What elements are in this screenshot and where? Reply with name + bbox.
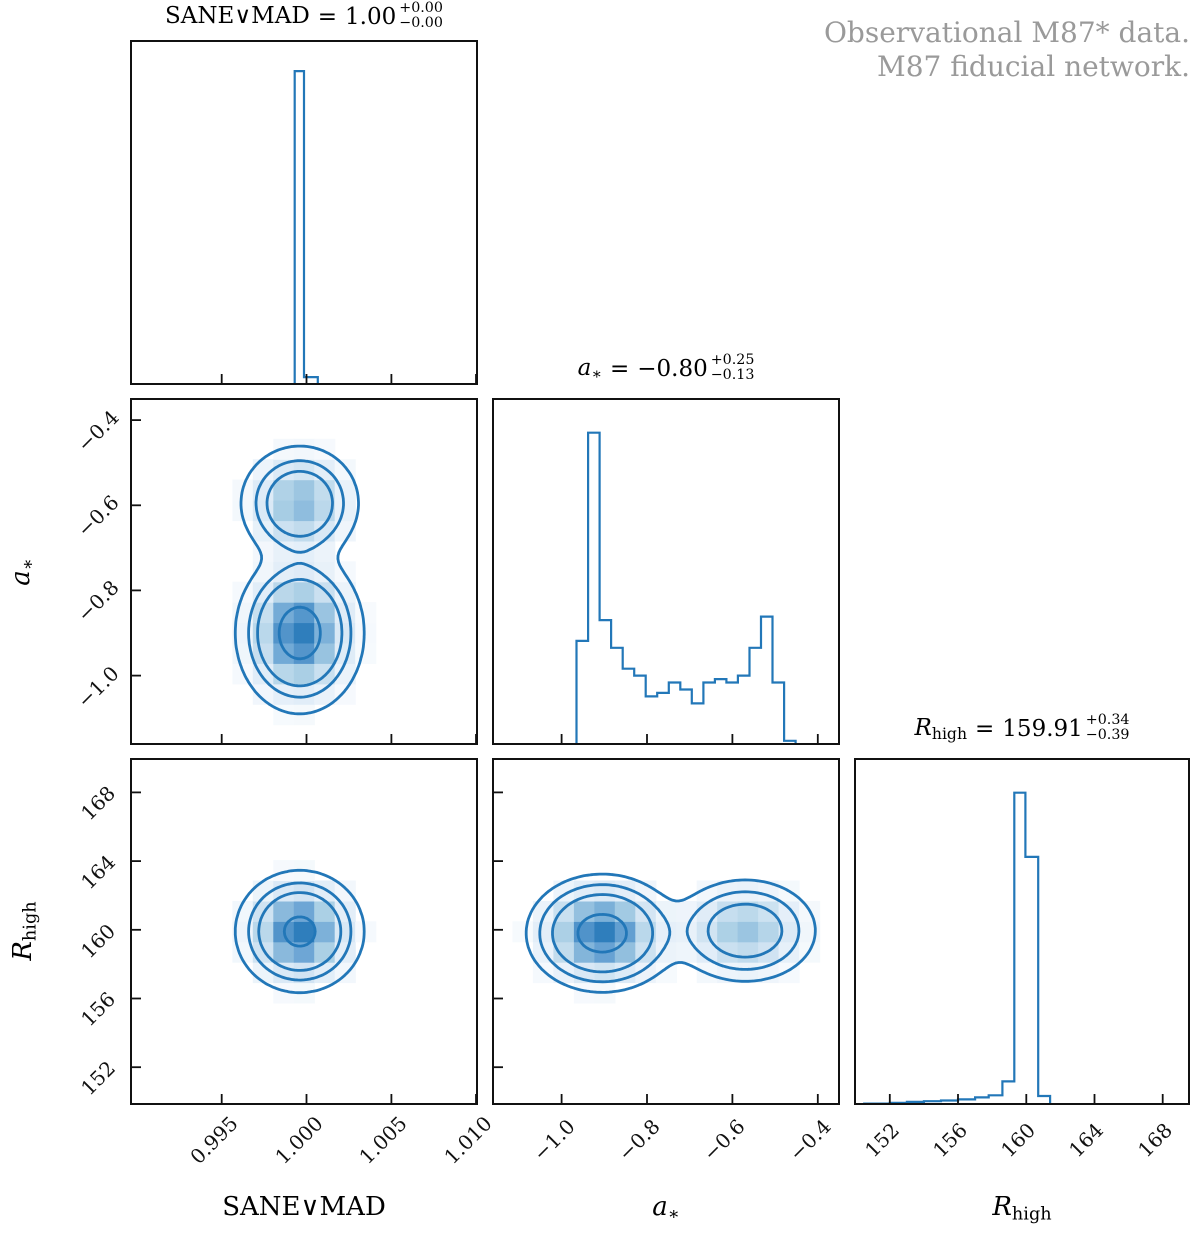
panel-sanevmad-rhigh-density (130, 758, 478, 1105)
title-sanevmad-value: 1.00 (345, 4, 397, 31)
title-rhigh-value: 159.91 (1002, 716, 1083, 743)
tick-label: −1.0 (72, 660, 124, 713)
panel-rhigh-hist (854, 758, 1190, 1105)
tick-label: 160 (996, 1118, 1041, 1162)
tick-label: 1.010 (439, 1111, 498, 1169)
annotation-line-2: M87 fiducial network. (877, 50, 1190, 84)
y-axis-label-astar: a∗ (6, 558, 39, 586)
x-axis-label-astar: a∗ (652, 1192, 680, 1225)
tick-label: −0.6 (72, 490, 124, 542)
title-astar-var: a (577, 355, 592, 382)
tick-label: 156 (76, 987, 120, 1032)
annotation-line-1: Observational M87* data. (823, 16, 1190, 49)
annotation: Observational M87* data. M87 fiducial ne… (824, 16, 1190, 85)
tick-label: −0.6 (698, 1114, 751, 1166)
tick-label: −0.8 (613, 1114, 665, 1166)
title-astar-value: −0.80 (637, 356, 708, 383)
title-rhigh: Rhigh = 159.91 +0.34 −0.39 (914, 712, 1130, 744)
title-sanevmad: SANE∨MAD = 1.00 +0.00 −0.00 (165, 0, 443, 32)
x-axis-label-rhigh: Rhigh (992, 1192, 1052, 1225)
tick-label: 164 (1064, 1118, 1109, 1162)
tick-label: 1.000 (269, 1111, 328, 1169)
tick-label: 0.995 (184, 1111, 243, 1169)
title-rhigh-errors: +0.34 −0.39 (1085, 712, 1130, 744)
tick-label: −0.4 (72, 405, 124, 457)
title-astar-errors: +0.25 −0.13 (710, 352, 755, 384)
panel-sanevmad-hist (130, 40, 478, 385)
tick-label: −1.0 (527, 1114, 580, 1166)
title-astar: a∗ = −0.80 +0.25 −0.13 (577, 352, 755, 384)
tick-label: 152 (76, 1056, 120, 1101)
tick-label: −0.4 (784, 1114, 836, 1166)
title-rhigh-var: R (914, 715, 932, 742)
panel-astar-hist (492, 398, 840, 745)
panel-astar-rhigh-density (492, 758, 840, 1105)
tick-label: 168 (76, 781, 120, 826)
tick-label: 168 (1132, 1118, 1177, 1162)
title-sanevmad-errors: +0.00 −0.00 (399, 0, 443, 32)
tick-label: −0.8 (72, 575, 124, 628)
panel-sanevmad-astar-density (130, 398, 478, 745)
title-sanevmad-var: SANE∨MAD (165, 3, 310, 30)
y-axis-label-rhigh: Rhigh (8, 901, 41, 961)
tick-label: 1.005 (354, 1111, 413, 1169)
tick-label: 156 (928, 1118, 973, 1162)
x-axis-label-sanevmad: SANE∨MAD (222, 1192, 386, 1222)
tick-label: 160 (76, 918, 120, 963)
tick-label: 152 (859, 1118, 904, 1162)
tick-label: 164 (76, 850, 120, 895)
